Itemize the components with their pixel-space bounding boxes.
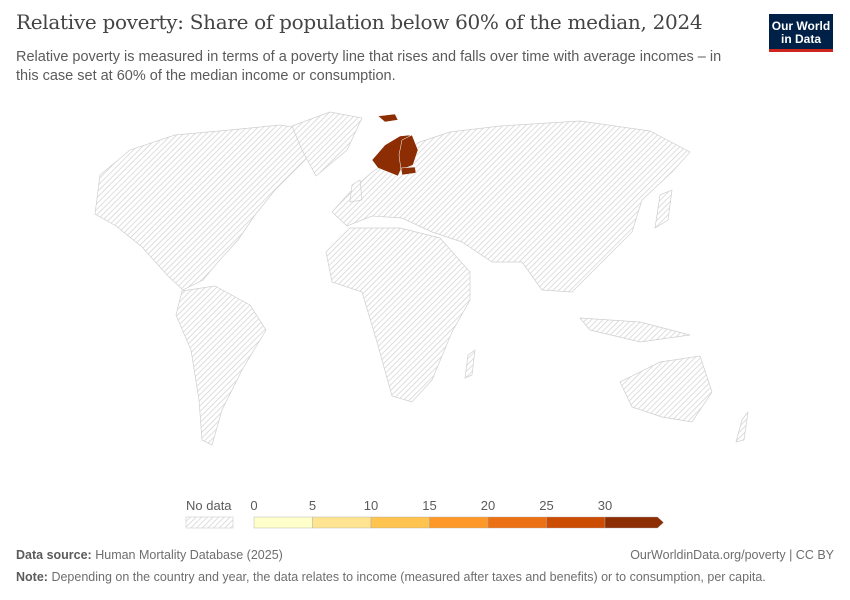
legend-no-data-label: No data: [186, 498, 232, 513]
world-map[interactable]: [0, 100, 850, 490]
new-zealand: [735, 411, 749, 443]
note-label: Note:: [16, 570, 48, 584]
legend-tick-label: 0: [250, 498, 257, 513]
source-url-link[interactable]: OurWorldinData.org/poverty | CC BY: [630, 548, 834, 562]
legend-tick-label: 25: [539, 498, 553, 513]
legend-tick-label: 5: [309, 498, 316, 513]
note: Note: Depending on the country and year,…: [16, 570, 766, 584]
owid-logo[interactable]: Our World in Data: [769, 14, 833, 52]
legend-tick-label: 10: [364, 498, 378, 513]
svalbard: [377, 113, 399, 123]
greenland: [291, 111, 363, 177]
country-finland: [398, 134, 419, 171]
legend-bin[interactable]: [487, 516, 547, 529]
south-america: [175, 285, 267, 446]
uk: [349, 179, 363, 203]
legend-bin[interactable]: [604, 516, 664, 529]
legend-tick-label: 20: [481, 498, 495, 513]
japan: [654, 189, 673, 229]
indonesia: [579, 317, 691, 343]
legend-no-data-swatch: [185, 516, 234, 529]
north-america: [94, 124, 321, 291]
legend-tick-label: 15: [422, 498, 436, 513]
legend-bin[interactable]: [429, 516, 489, 529]
legend-bin[interactable]: [312, 516, 372, 529]
chart-title: Relative poverty: Share of population be…: [16, 10, 703, 34]
australia: [619, 355, 713, 423]
madagascar: [464, 349, 476, 379]
legend-bin[interactable]: [546, 516, 606, 529]
africa: [325, 227, 471, 403]
color-legend: No data 0 5 10 15 20 25 30: [180, 493, 680, 538]
legend-bin[interactable]: [253, 516, 313, 529]
chart-subtitle: Relative poverty is measured in terms of…: [16, 49, 722, 84]
note-text: Depending on the country and year, the d…: [51, 570, 766, 584]
data-source: Data source: Human Mortality Database (2…: [16, 548, 283, 562]
source-text: Human Mortality Database (2025): [95, 548, 283, 562]
legend-tick-label: 30: [598, 498, 612, 513]
legend-bin[interactable]: [370, 516, 430, 529]
country-estonia: [400, 166, 417, 176]
eurasia: [331, 120, 691, 293]
source-label: Data source:: [16, 548, 92, 562]
